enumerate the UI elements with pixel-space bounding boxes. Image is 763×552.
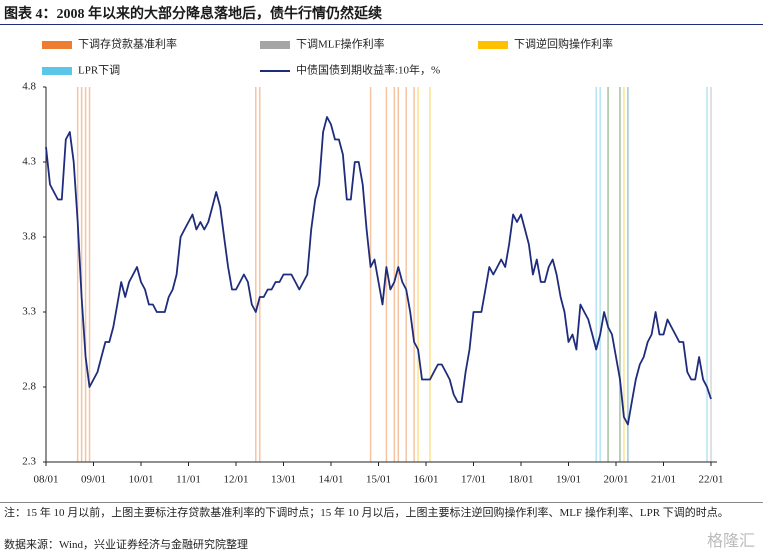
watermark: 格隆汇 bbox=[706, 531, 755, 550]
legend-label: LPR下调 bbox=[78, 64, 120, 77]
x-tick-label: 18/01 bbox=[508, 474, 533, 486]
legend-label: 下调存贷款基准利率 bbox=[78, 37, 177, 51]
legend-label: 下调逆回购操作利率 bbox=[514, 37, 613, 51]
x-tick-label: 14/01 bbox=[318, 474, 343, 486]
y-tick-label: 4.8 bbox=[22, 81, 36, 93]
legend-label: 中债国债到期收益率:10年，% bbox=[296, 63, 440, 77]
legend-swatch bbox=[260, 41, 290, 49]
y-tick-label: 3.3 bbox=[22, 306, 36, 318]
legend-label: 下调MLF操作利率 bbox=[296, 37, 385, 51]
yield-line bbox=[45, 116, 712, 426]
y-tick-label: 4.3 bbox=[22, 156, 36, 168]
chart-title: 图表 4：2008 年以来的大部分降息落地后，债牛行情仍然延续 bbox=[4, 7, 382, 22]
x-tick-label: 22/01 bbox=[698, 474, 723, 486]
x-tick-label: 16/01 bbox=[413, 474, 438, 486]
legend-swatch bbox=[42, 41, 72, 49]
y-tick-label: 2.8 bbox=[22, 381, 36, 393]
x-tick-label: 17/01 bbox=[461, 474, 486, 486]
chart: 下调存贷款基准利率 下调MLF操作利率 下调逆回购操作利率 LPR下调 中债国债到期收益… bbox=[22, 37, 723, 486]
legend-swatch bbox=[42, 67, 72, 75]
x-tick-label: 09/01 bbox=[81, 474, 106, 486]
x-tick-label: 13/01 bbox=[271, 474, 296, 486]
x-tick-label: 08/01 bbox=[33, 474, 58, 486]
x-tick-label: 11/01 bbox=[176, 474, 201, 486]
x-tick-label: 19/01 bbox=[556, 474, 581, 486]
y-tick-label: 2.3 bbox=[22, 456, 36, 468]
source: 数据来源：Wind，兴业证券经济与金融研究院整理 bbox=[4, 539, 248, 551]
x-tick-label: 10/01 bbox=[128, 474, 153, 486]
x-tick-label: 20/01 bbox=[603, 474, 628, 486]
x-tick-label: 15/01 bbox=[366, 474, 391, 486]
y-tick-label: 3.8 bbox=[22, 231, 36, 243]
legend-swatch bbox=[478, 41, 508, 49]
note-rule bbox=[0, 502, 763, 503]
title-rule bbox=[0, 24, 763, 25]
x-tick-label: 12/01 bbox=[223, 474, 248, 486]
x-tick-label: 21/01 bbox=[651, 474, 676, 486]
note: 注：15 年 10 月以前，上图主要标注存贷款基准利率的下调时点；15 年 10… bbox=[4, 507, 729, 519]
